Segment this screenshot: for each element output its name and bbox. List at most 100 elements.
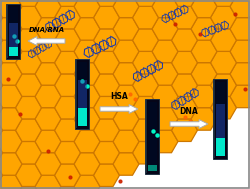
Polygon shape [191,0,217,18]
Polygon shape [0,175,22,189]
Polygon shape [132,119,158,141]
Bar [148,166,156,171]
Polygon shape [152,40,178,63]
Polygon shape [0,164,2,187]
Polygon shape [35,175,61,189]
Polygon shape [0,141,2,164]
Bar [78,81,86,108]
Polygon shape [54,51,80,74]
Polygon shape [74,63,100,85]
Polygon shape [16,74,42,96]
Polygon shape [54,141,80,164]
Bar [148,102,156,171]
Bar [8,47,18,56]
Polygon shape [132,74,158,96]
Polygon shape [16,29,42,51]
Polygon shape [35,108,61,130]
Bar [216,104,224,138]
Polygon shape [35,63,61,85]
Bar [146,100,147,173]
Polygon shape [54,96,80,119]
Bar [6,5,8,58]
Polygon shape [16,187,42,189]
Polygon shape [94,164,120,187]
Polygon shape [74,40,100,63]
Polygon shape [152,0,178,18]
Bar [213,79,227,159]
Polygon shape [191,85,217,108]
Polygon shape [35,85,61,108]
Polygon shape [113,40,139,63]
Polygon shape [191,63,217,85]
Polygon shape [152,63,178,85]
Polygon shape [230,0,250,18]
Polygon shape [0,63,22,85]
Polygon shape [172,119,198,141]
Polygon shape [191,108,217,130]
Polygon shape [74,85,100,108]
Polygon shape [191,18,217,40]
Polygon shape [94,29,120,51]
Polygon shape [35,0,61,18]
Polygon shape [210,29,236,51]
Polygon shape [0,18,22,40]
Polygon shape [16,96,42,119]
Polygon shape [0,119,2,141]
Bar [75,59,89,129]
Polygon shape [113,153,139,175]
Bar [216,138,224,156]
Bar [76,60,77,128]
Polygon shape [113,63,139,85]
Polygon shape [35,153,61,175]
Polygon shape [113,18,139,40]
Polygon shape [152,85,178,108]
Polygon shape [172,51,198,74]
Polygon shape [172,0,198,6]
Polygon shape [0,0,2,6]
Polygon shape [16,119,42,141]
Polygon shape [0,85,22,108]
Polygon shape [230,18,250,40]
Polygon shape [210,6,236,29]
Polygon shape [74,175,100,189]
Polygon shape [132,29,158,51]
Polygon shape [132,6,158,29]
Polygon shape [0,187,2,189]
Polygon shape [230,85,250,108]
Bar [78,62,86,126]
Polygon shape [35,18,61,40]
Polygon shape [0,0,22,18]
Polygon shape [74,18,100,40]
Polygon shape [152,130,178,153]
Polygon shape [172,29,198,51]
Polygon shape [94,0,120,6]
Polygon shape [54,187,80,189]
Polygon shape [210,74,236,96]
Polygon shape [16,6,42,29]
FancyArrow shape [170,119,208,129]
Polygon shape [16,0,42,6]
Bar [6,4,20,59]
Polygon shape [0,74,2,96]
Polygon shape [54,29,80,51]
Polygon shape [74,0,100,18]
Polygon shape [94,6,120,29]
Bar [145,99,159,174]
Polygon shape [191,40,217,63]
Polygon shape [113,108,139,130]
Polygon shape [210,96,236,119]
Polygon shape [132,141,158,164]
Polygon shape [0,29,2,51]
Polygon shape [132,0,158,6]
Polygon shape [54,0,80,6]
FancyArrow shape [28,36,65,46]
Text: HSA: HSA [110,92,128,101]
Polygon shape [0,153,22,175]
Polygon shape [94,51,120,74]
Polygon shape [152,108,178,130]
Bar [8,7,18,56]
Polygon shape [74,108,100,130]
Polygon shape [94,119,120,141]
Polygon shape [54,6,80,29]
Polygon shape [113,130,139,153]
